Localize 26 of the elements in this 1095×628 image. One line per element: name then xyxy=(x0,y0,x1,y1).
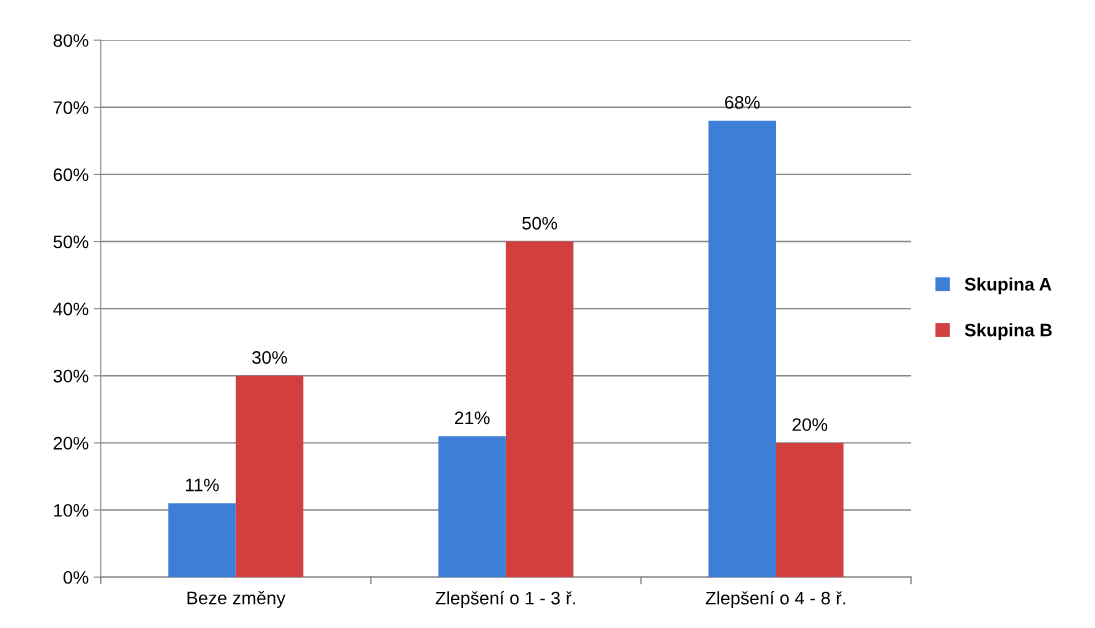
legend-label: Skupina B xyxy=(964,323,1052,341)
data-label: 21% xyxy=(454,411,490,425)
y-tick-label: 60% xyxy=(53,168,89,182)
y-tick-label: 30% xyxy=(53,369,89,383)
bar xyxy=(708,120,776,578)
bar xyxy=(775,442,844,578)
y-tick-label: 20% xyxy=(53,436,89,450)
x-tick-label: Zlepšení o 1 - 3 ř. xyxy=(435,591,575,609)
data-label: 50% xyxy=(522,216,558,230)
data-label: 68% xyxy=(725,96,760,109)
x-tick-label: Beze změny xyxy=(187,591,286,608)
y-tick-label: 70% xyxy=(53,101,89,115)
bar xyxy=(505,241,574,578)
bar xyxy=(235,375,304,578)
data-label: 30% xyxy=(252,351,287,364)
data-label: 20% xyxy=(792,418,828,431)
data-label: 11% xyxy=(186,478,219,492)
x-tick-label: Zlepšení o 4 - 8 ř. xyxy=(705,591,846,609)
bar xyxy=(438,436,506,578)
y-tick-label: 10% xyxy=(54,503,89,517)
y-tick-label: 40% xyxy=(53,302,89,316)
y-tick-label: 80% xyxy=(53,34,89,47)
bar xyxy=(168,503,236,578)
legend-label: Skupina A xyxy=(964,277,1052,295)
y-tick-label: 50% xyxy=(53,235,89,249)
y-tick-label: 0% xyxy=(63,571,89,584)
